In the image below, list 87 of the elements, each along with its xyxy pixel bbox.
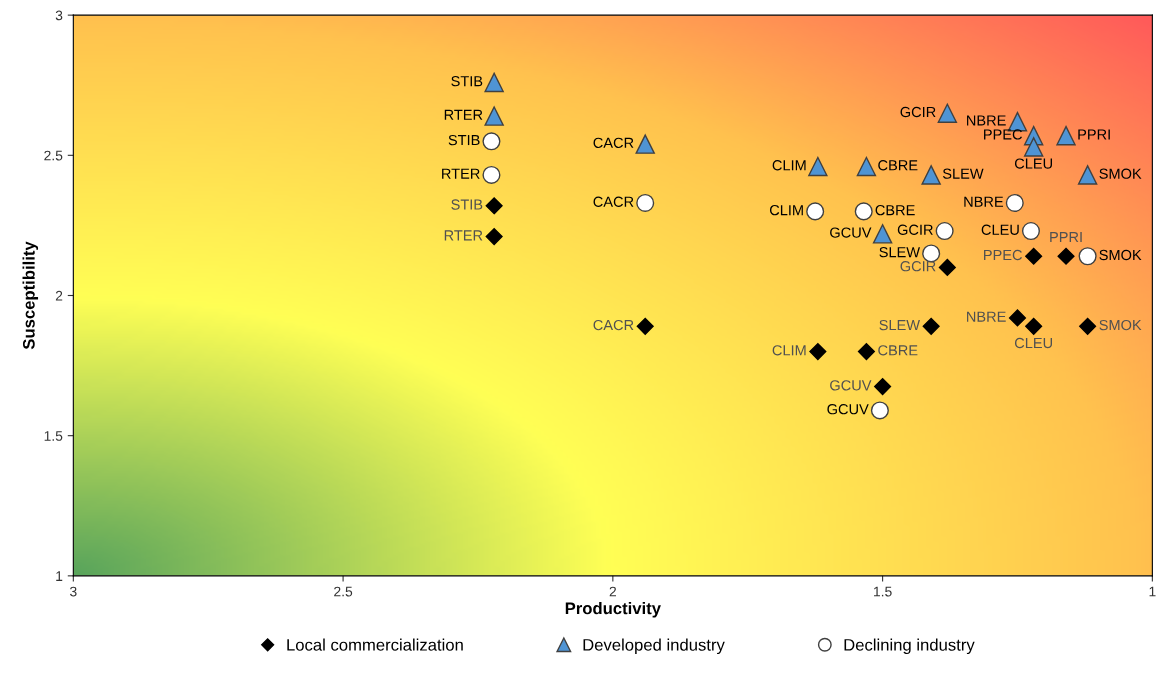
x-axis-title: Productivity xyxy=(565,602,661,618)
annotation: GCUV xyxy=(827,404,869,415)
point xyxy=(1077,165,1098,185)
point xyxy=(1023,137,1044,157)
annotation: RTER xyxy=(442,168,480,179)
y-tick-label: 2 xyxy=(55,290,63,301)
annotation: GCUV xyxy=(830,227,872,238)
y-tick-label: 1 xyxy=(56,571,63,581)
annotation: NBRE xyxy=(964,196,1004,207)
annotation: CBRE xyxy=(878,345,918,356)
legend-label: Local commercialization xyxy=(287,638,463,651)
point xyxy=(1079,317,1097,335)
x-tick-label: 1 xyxy=(1149,586,1156,597)
point xyxy=(938,258,956,277)
point xyxy=(874,378,892,396)
annotation: STIB xyxy=(451,199,483,210)
point xyxy=(636,193,655,213)
annotation: CBRE xyxy=(875,204,915,216)
y-tick-label: 2.5 xyxy=(44,150,63,161)
annotation: GCIR xyxy=(900,106,936,118)
point xyxy=(484,106,504,126)
x-tick-label: 1.5 xyxy=(874,586,892,597)
annotation: RTER xyxy=(444,109,483,120)
legend-label: Developed industry xyxy=(583,638,725,655)
annotation: CBRE xyxy=(878,160,918,171)
annotation: CLIM xyxy=(769,204,803,216)
annotation: GCIR xyxy=(900,261,936,272)
annotation: STIB xyxy=(451,76,483,87)
annotation: SMOK xyxy=(1099,168,1142,179)
annotation: CLEU xyxy=(1014,158,1052,169)
point xyxy=(1057,247,1075,265)
x-tick-label: 2 xyxy=(609,586,617,597)
annotation: SMOK xyxy=(1099,319,1142,331)
point xyxy=(937,103,958,123)
annotation: GCUV xyxy=(830,380,872,391)
point xyxy=(484,72,504,93)
point xyxy=(485,228,503,246)
point xyxy=(636,317,654,335)
point xyxy=(935,221,954,241)
point xyxy=(857,343,875,361)
annotation: CACR xyxy=(593,196,634,207)
y-tick-label: 1.5 xyxy=(44,431,63,441)
annotation: SLEW xyxy=(942,168,984,179)
point xyxy=(921,165,941,185)
point xyxy=(808,156,828,177)
point xyxy=(809,343,827,361)
point xyxy=(1008,309,1027,327)
annotation: NBRE xyxy=(967,311,1006,322)
point xyxy=(1005,193,1024,213)
x-tick-label: 3 xyxy=(70,586,77,597)
point xyxy=(1056,125,1076,146)
point xyxy=(870,401,889,420)
point xyxy=(1021,221,1040,241)
annotation: CLEU xyxy=(981,224,1019,235)
point xyxy=(806,202,825,221)
annotation: CLEU xyxy=(1014,337,1052,349)
point xyxy=(856,156,877,177)
annotation: NBRE xyxy=(967,115,1006,126)
annotation: PPRI xyxy=(1050,232,1082,243)
annotation: CACR xyxy=(593,137,634,149)
annotation: GCIR xyxy=(897,224,933,235)
point xyxy=(482,165,501,184)
annotation: SLEW xyxy=(879,247,920,258)
legend-label: Declining industry xyxy=(844,638,975,655)
annotation: CACR xyxy=(593,319,634,331)
point xyxy=(1078,247,1097,266)
point xyxy=(854,202,873,221)
y-tick-label: 3 xyxy=(55,10,63,21)
annotation: CLIM xyxy=(772,345,806,356)
x-tick-label: 2.5 xyxy=(334,586,353,597)
annotation: CLIM xyxy=(772,160,806,171)
annotation: SLEW xyxy=(879,319,920,331)
point xyxy=(872,224,893,244)
point xyxy=(635,134,655,154)
point xyxy=(485,197,503,215)
annotation: SMOK xyxy=(1099,249,1142,261)
annotation: PPEC xyxy=(984,129,1022,140)
annotation: PPRI xyxy=(1078,129,1110,140)
annotation: RTER xyxy=(444,230,483,241)
point xyxy=(1025,317,1043,335)
point xyxy=(482,132,501,151)
point xyxy=(922,244,941,263)
annotation: STIB xyxy=(448,134,480,146)
y-axis-title: Susceptibility xyxy=(22,241,39,350)
point xyxy=(922,317,940,335)
annotation: PPEC xyxy=(984,249,1022,261)
point xyxy=(1025,247,1043,265)
